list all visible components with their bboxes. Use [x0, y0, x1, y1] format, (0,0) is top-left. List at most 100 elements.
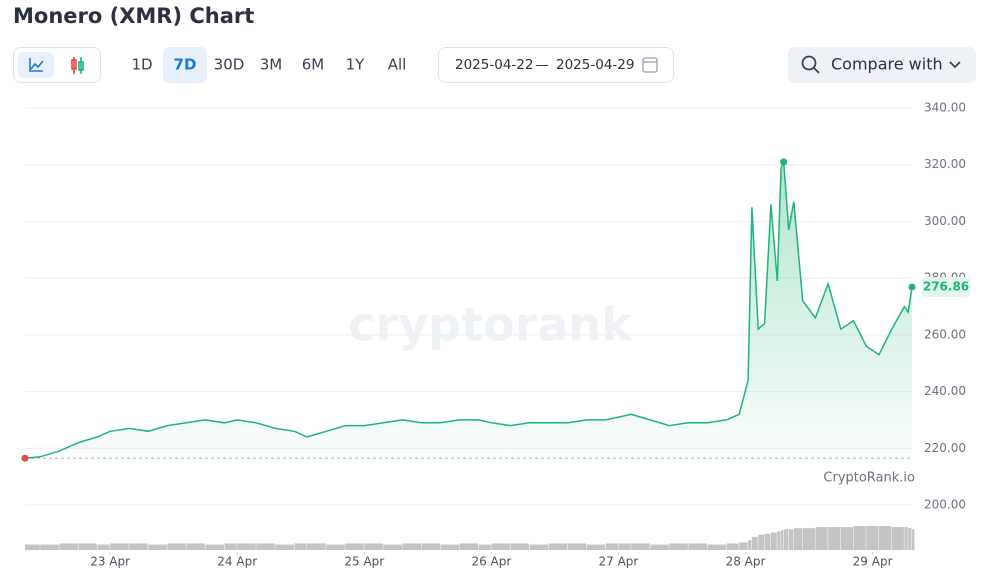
last-price-label: 276.86: [923, 280, 969, 294]
chevron-icon: [949, 61, 961, 69]
volume-bar: [364, 543, 383, 550]
chart-title: Monero (XMR) Chart: [13, 4, 254, 28]
volume-bar: [891, 527, 904, 550]
range-button[interactable]: 1D: [131, 56, 152, 74]
volume-bar: [605, 543, 618, 550]
volume-bar: [618, 543, 631, 550]
range-button[interactable]: 7D: [174, 56, 197, 74]
volume-bar: [345, 543, 364, 550]
volume-bar: [459, 543, 479, 550]
y-tick-label: 220.00: [924, 441, 966, 455]
x-tick-label: 24 Apr: [217, 555, 257, 569]
volume-bar: [878, 526, 892, 550]
volume-bar: [912, 529, 915, 550]
volume-bar: [758, 534, 765, 550]
volume-bar: [167, 543, 186, 550]
x-tick-label: 28 Apr: [726, 555, 766, 569]
volume-bar: [491, 543, 510, 550]
range-button[interactable]: 1Y: [346, 56, 366, 74]
volume-bar: [751, 536, 758, 550]
volume-bar: [110, 543, 129, 550]
volume-bar: [256, 543, 275, 550]
compare-label: Compare with: [831, 55, 943, 74]
x-tick-label: 26 Apr: [471, 555, 511, 569]
volume-bar: [904, 527, 908, 550]
volume-bar: [294, 543, 307, 550]
volume-bar: [567, 543, 587, 550]
volume-bar: [840, 527, 854, 550]
volume-bar: [777, 531, 781, 550]
volume-bar: [788, 529, 794, 550]
volume-bar: [97, 544, 110, 550]
volume-bar: [793, 528, 803, 550]
volume-bar: [748, 540, 752, 550]
volume-bar: [205, 544, 225, 550]
volume-bar: [440, 544, 460, 550]
compare-button[interactable]: [788, 47, 976, 83]
volume-bar: [326, 544, 345, 550]
volume-bar: [383, 544, 402, 550]
candle-icon: [71, 57, 84, 74]
volume-bar: [237, 543, 256, 550]
volume-bar: [402, 543, 421, 550]
x-tick-label: 25 Apr: [344, 555, 384, 569]
source-label: CryptoRank.io: [823, 471, 915, 486]
volume-bar: [631, 543, 650, 550]
range-button[interactable]: 3M: [260, 56, 283, 74]
volume-bar: [186, 543, 205, 550]
volume-bar: [650, 544, 669, 550]
range-button[interactable]: 30D: [214, 56, 245, 74]
search-icon: [801, 55, 820, 74]
volume-bar: [783, 529, 789, 550]
range-active-bg[interactable]: [163, 47, 207, 83]
volume-bar: [586, 544, 606, 550]
last-dot: [908, 283, 916, 291]
volume-bar: [739, 542, 748, 550]
volume-bar: [770, 532, 777, 550]
volume-bar: [908, 528, 912, 550]
volume-bar: [688, 543, 707, 550]
x-tick-label: 23 Apr: [90, 555, 130, 569]
volume-bar: [853, 526, 866, 550]
y-tick-label: 300.00: [924, 214, 966, 228]
range-button[interactable]: All: [388, 56, 407, 74]
watermark: cryptorank: [348, 298, 633, 352]
volume-bar: [275, 544, 294, 550]
volume-bar: [726, 543, 739, 550]
volume-bar: [802, 528, 815, 550]
start-dot: [21, 454, 29, 462]
last-price-badge: [922, 277, 970, 298]
date-range[interactable]: [438, 47, 674, 83]
volume-bar: [707, 544, 726, 550]
volume-bar: [59, 543, 78, 550]
volume-bar: [548, 543, 568, 550]
volume-bar: [224, 543, 237, 550]
volume-bar: [510, 543, 529, 550]
volume-bar: [421, 543, 441, 550]
volume-bar: [781, 530, 784, 550]
y-tick-label: 200.00: [924, 498, 966, 512]
y-tick-label: 240.00: [924, 384, 966, 398]
volume-bar: [78, 543, 97, 550]
volume-bar: [815, 527, 828, 550]
x-tick-label: 27 Apr: [599, 555, 639, 569]
volume-bar: [129, 543, 148, 550]
calendar-icon: [642, 57, 658, 73]
volume-bar: [40, 544, 59, 550]
volume-bar: [669, 543, 688, 550]
volume-bar: [529, 544, 549, 550]
y-tick-label: 320.00: [924, 157, 966, 171]
price-area: [25, 161, 912, 459]
max-dot: [780, 158, 788, 166]
date-from: 2025-04-22: [455, 57, 533, 73]
y-tick-label: 340.00: [924, 101, 966, 115]
volume-bar: [307, 543, 326, 550]
price-line: [24, 161, 913, 459]
range-button[interactable]: 6M: [302, 56, 325, 74]
x-tick-label: 29 Apr: [853, 555, 893, 569]
date-to: 2025-04-29: [556, 57, 634, 73]
date-separator: —: [535, 57, 549, 73]
line-icon: [29, 58, 44, 72]
volume-bar: [25, 544, 40, 550]
